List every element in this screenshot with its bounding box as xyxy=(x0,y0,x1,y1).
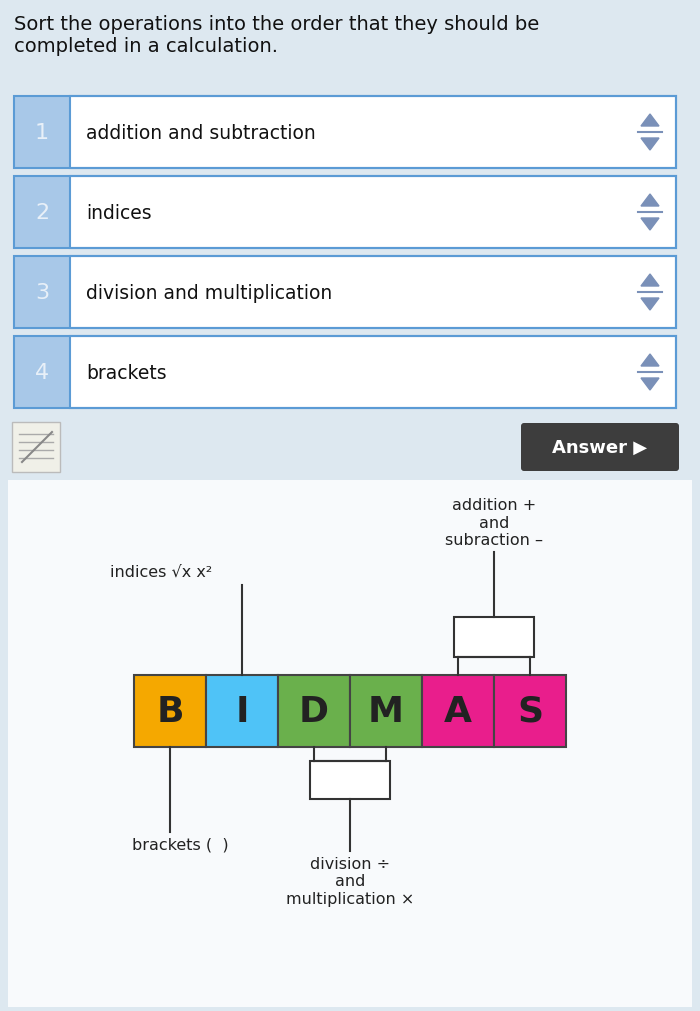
Text: Sort the operations into the order that they should be
completed in a calculatio: Sort the operations into the order that … xyxy=(14,15,539,56)
Text: 1: 1 xyxy=(35,123,49,143)
FancyBboxPatch shape xyxy=(14,337,70,408)
FancyBboxPatch shape xyxy=(8,480,692,1007)
Polygon shape xyxy=(641,298,659,310)
FancyBboxPatch shape xyxy=(521,424,679,471)
Text: D: D xyxy=(299,695,329,728)
Text: brackets (  ): brackets ( ) xyxy=(132,837,228,852)
Polygon shape xyxy=(641,139,659,151)
FancyBboxPatch shape xyxy=(454,618,534,657)
Text: M: M xyxy=(368,695,404,728)
FancyBboxPatch shape xyxy=(70,257,676,329)
FancyBboxPatch shape xyxy=(14,257,70,329)
FancyBboxPatch shape xyxy=(12,423,60,472)
Text: 4: 4 xyxy=(35,363,49,382)
FancyBboxPatch shape xyxy=(422,675,494,747)
Text: indices √x x²: indices √x x² xyxy=(110,564,212,579)
Text: B: B xyxy=(156,695,183,728)
Text: brackets: brackets xyxy=(86,363,167,382)
Text: A: A xyxy=(444,695,472,728)
Text: I: I xyxy=(235,695,248,728)
Text: division ÷
and
multiplication ×: division ÷ and multiplication × xyxy=(286,856,414,906)
FancyBboxPatch shape xyxy=(14,177,70,249)
Polygon shape xyxy=(641,379,659,390)
Text: 3: 3 xyxy=(35,283,49,302)
FancyBboxPatch shape xyxy=(310,761,390,800)
FancyBboxPatch shape xyxy=(70,177,676,249)
Text: division and multiplication: division and multiplication xyxy=(86,283,332,302)
Text: S: S xyxy=(517,695,543,728)
FancyBboxPatch shape xyxy=(70,97,676,169)
Polygon shape xyxy=(641,275,659,287)
Text: addition +
and
subraction –: addition + and subraction – xyxy=(445,497,543,548)
Polygon shape xyxy=(641,115,659,126)
FancyBboxPatch shape xyxy=(278,675,350,747)
FancyBboxPatch shape xyxy=(206,675,278,747)
FancyBboxPatch shape xyxy=(70,337,676,408)
Polygon shape xyxy=(641,355,659,367)
FancyBboxPatch shape xyxy=(350,675,422,747)
Text: 2: 2 xyxy=(35,203,49,222)
FancyBboxPatch shape xyxy=(14,97,70,169)
Text: addition and subtraction: addition and subtraction xyxy=(86,123,316,143)
FancyBboxPatch shape xyxy=(494,675,566,747)
Text: indices: indices xyxy=(86,203,152,222)
FancyBboxPatch shape xyxy=(134,675,206,747)
Text: Answer ▶: Answer ▶ xyxy=(552,439,648,457)
Polygon shape xyxy=(641,218,659,231)
Polygon shape xyxy=(641,195,659,207)
